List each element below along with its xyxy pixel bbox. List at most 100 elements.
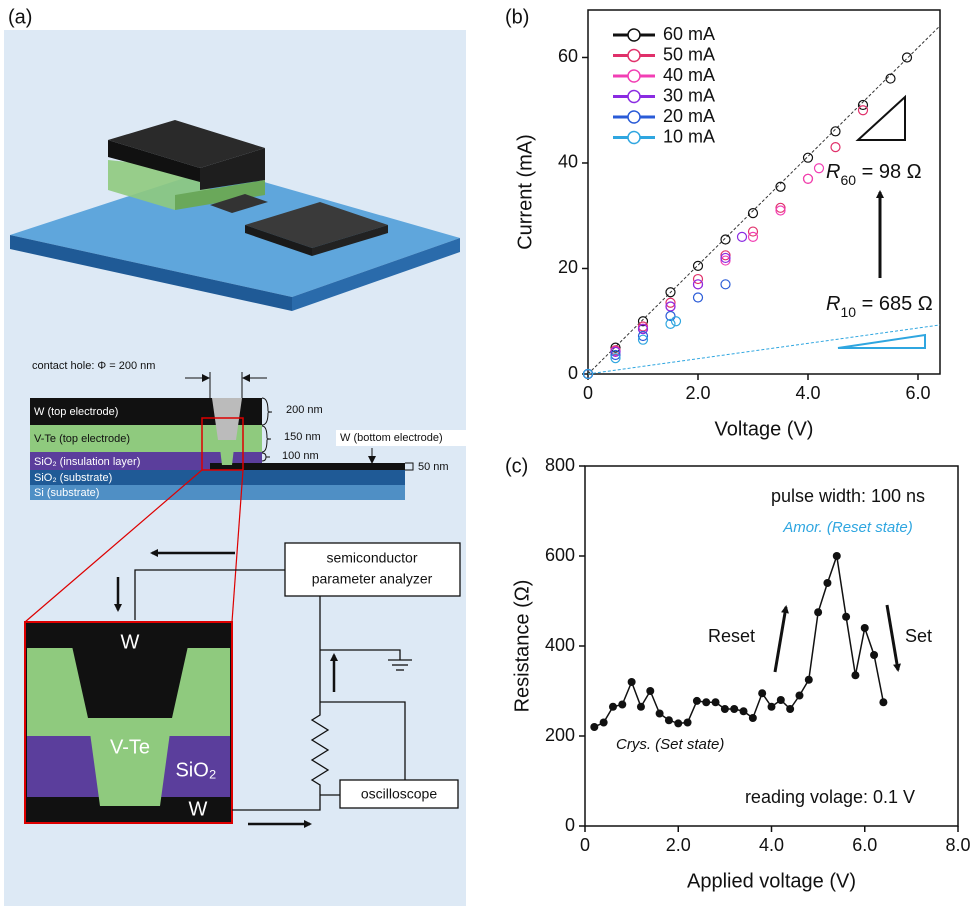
data-point [692, 696, 701, 705]
x-tick-label: 0 [583, 383, 593, 403]
data-point [711, 698, 720, 707]
bottom-electrode-label: W (bottom electrode) [340, 432, 443, 444]
data-point [813, 163, 825, 174]
legend-marker [627, 28, 641, 42]
y-tick-label: 600 [545, 545, 575, 565]
data-point [885, 73, 896, 84]
data-point [830, 142, 841, 153]
data-point [901, 52, 913, 63]
data-point [692, 260, 704, 271]
data-point [747, 231, 759, 242]
plot-frame [584, 465, 959, 827]
oscilloscope-label: oscilloscope [361, 786, 437, 802]
legend-marker [627, 69, 641, 83]
fit-line [587, 25, 941, 375]
thickness-label: 200 nm [286, 404, 323, 416]
y-tick-label: 40 [558, 152, 578, 172]
data-point [636, 702, 645, 711]
data-point [814, 608, 823, 617]
symbol: R [826, 161, 840, 183]
data-point [637, 330, 649, 342]
data-point [665, 318, 676, 329]
data-point [739, 707, 748, 716]
legend-label: 40 mA [663, 65, 715, 85]
contact-hole-label: contact hole: Φ = 200 nm [32, 360, 155, 372]
y-axis-label: Resistance (Ω) [511, 580, 533, 713]
text: = 98 Ω [856, 161, 922, 183]
data-point [664, 716, 673, 725]
data-point [720, 255, 731, 266]
y-tick-label: 60 [558, 46, 578, 66]
data-point [775, 205, 786, 216]
data-point [692, 279, 704, 290]
x-axis-label: Applied voltage (V) [687, 870, 856, 892]
data-point [590, 723, 599, 731]
x-tick-label: 0 [580, 835, 590, 855]
annotation: Amor. (Reset state) [782, 519, 912, 536]
x-tick-label: 2.0 [666, 835, 691, 855]
data-point [608, 702, 617, 711]
data-point [610, 342, 621, 353]
y-tick-label: 0 [568, 363, 578, 383]
data-point [748, 714, 757, 722]
legend-label: 30 mA [663, 85, 715, 105]
data-point [610, 346, 621, 357]
data-point [823, 579, 832, 587]
data-point [775, 181, 786, 192]
data-point [683, 718, 692, 727]
y-tick-label: 200 [545, 725, 575, 745]
data-point [767, 702, 776, 711]
resistance-annotation: R60 = 98 Ω [826, 161, 922, 187]
text: = 685 Ω [856, 293, 933, 315]
legend-marker [627, 130, 641, 145]
data-point [702, 698, 711, 707]
annotation: Set [905, 626, 932, 646]
data-point [736, 231, 748, 242]
data-point [879, 698, 888, 707]
annotation: Reset [708, 626, 755, 646]
zoom-label: W [189, 798, 208, 820]
legend-marker [627, 89, 641, 104]
annotation: reading volage: 0.1 V [745, 787, 915, 807]
slope-markers [837, 94, 926, 349]
zoom-label: V-Te [110, 736, 150, 758]
data-point [610, 353, 621, 364]
layer-label: SiO₂ (insulation layer) [34, 456, 140, 468]
data-point [857, 105, 869, 116]
panel-label: (b) [505, 6, 529, 28]
plot-frame [587, 9, 941, 375]
symbol: R [826, 293, 840, 315]
zoom-label: W [121, 631, 140, 653]
data-point [730, 705, 739, 713]
data-point [851, 671, 860, 680]
resistance-annotation: R10 = 685 Ω [826, 293, 933, 319]
data-point [832, 552, 841, 560]
data-point [720, 705, 729, 713]
x-tick-label: 4.0 [795, 383, 820, 403]
data-point [655, 709, 664, 718]
data-point [758, 689, 767, 698]
x-tick-label: 2.0 [685, 383, 710, 403]
legend-label: 50 mA [663, 44, 715, 64]
data-point [720, 279, 731, 290]
layer-label: SiO₂ (substrate) [34, 472, 112, 484]
data-point [870, 651, 879, 659]
label-background [336, 430, 466, 446]
data-point [802, 173, 814, 184]
panel-label: (a) [8, 6, 32, 28]
data-point [786, 705, 795, 713]
subscript: 60 [840, 172, 856, 188]
data-point [637, 334, 649, 345]
legend-label: 60 mA [663, 24, 715, 44]
legend-marker [627, 110, 641, 124]
y-axis-label: Current (mA) [514, 134, 536, 250]
legend-marker [627, 48, 641, 63]
data-point [599, 718, 608, 727]
data-point [775, 202, 786, 213]
data-point [720, 250, 731, 261]
data-point [618, 700, 627, 709]
data-point [692, 292, 704, 303]
data-point [665, 287, 676, 298]
y-tick-label: 400 [545, 635, 575, 655]
annotation: Crys. (Set state) [616, 736, 724, 753]
